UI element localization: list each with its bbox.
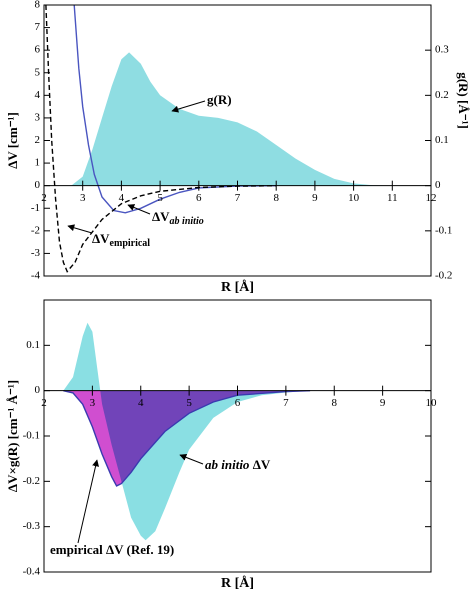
area <box>71 52 393 186</box>
y-tick-label: 3 <box>35 111 41 123</box>
y-tick-label: 0 <box>35 179 41 191</box>
x-tick-label: 10 <box>348 192 360 204</box>
x-tick-label: 2 <box>41 397 47 409</box>
y2-axis-label: g(R) [Å⁻¹] <box>456 72 471 129</box>
y-tick-label: -3 <box>31 247 41 259</box>
y-tick-label: 0.1 <box>26 339 40 351</box>
annotation-arrow <box>171 100 206 113</box>
plot-area <box>63 322 311 541</box>
y2-tick-label: 0.1 <box>435 134 449 146</box>
x-tick-label: 9 <box>312 192 318 204</box>
y2-tick-label: -0.2 <box>435 270 452 282</box>
x-tick-label: 11 <box>387 192 398 204</box>
annotation-italic: ab initio <box>205 457 250 472</box>
y-tick-label: -0.1 <box>23 430 40 442</box>
y2-tick-label: 0.3 <box>435 44 449 56</box>
area <box>63 390 311 486</box>
y-tick-label: 6 <box>35 44 41 56</box>
y-tick-label: -2 <box>31 224 40 236</box>
annotation-arrow <box>127 204 151 215</box>
x-tick-label: 8 <box>332 397 338 409</box>
annotation: empirical ΔV (Ref. 19) <box>50 542 174 557</box>
annotation-text: ΔV <box>249 457 270 472</box>
x-axis-label: R [Å] <box>221 575 254 591</box>
x-tick-label: 8 <box>273 192 279 204</box>
y-axis-label: ΔV×g(R) [cm⁻¹ Å⁻¹] <box>5 380 20 492</box>
y-tick-label: -4 <box>31 270 41 282</box>
x-tick-label: 3 <box>90 397 96 409</box>
line <box>45 5 277 273</box>
y-tick-label: 7 <box>35 21 41 33</box>
annotation-text: ΔV <box>152 209 170 224</box>
annotation-text: ΔV <box>92 231 110 246</box>
annotation-text: empirical ΔV (Ref. 19) <box>50 542 174 557</box>
annotation-arrow <box>179 454 204 465</box>
y-tick-label: 5 <box>35 66 41 78</box>
x-tick-label: 7 <box>283 397 289 409</box>
y-tick-label: -0.2 <box>23 475 40 487</box>
y-tick-label: 4 <box>35 89 41 101</box>
y-axis-label: ΔV [cm⁻¹] <box>5 112 20 169</box>
x-tick-label: 6 <box>235 397 241 409</box>
x-tick-label: 10 <box>426 397 438 409</box>
y-tick-label: 8 <box>35 0 41 11</box>
x-tick-label: 3 <box>80 192 86 204</box>
x-tick-label: 12 <box>426 192 437 204</box>
y2-tick-label: -0.1 <box>435 224 452 236</box>
x-tick-label: 4 <box>138 397 144 409</box>
y-tick-label: -0.4 <box>23 566 41 578</box>
line <box>73 5 277 214</box>
x-tick-label: 9 <box>380 397 386 409</box>
y-tick-label: 1 <box>35 157 41 169</box>
x-tick-label: 7 <box>235 192 241 204</box>
y-tick-label: -1 <box>31 202 40 214</box>
annotation-sub: empirical <box>110 238 151 249</box>
annotation-arrow <box>67 224 93 234</box>
x-tick-label: 2 <box>41 192 47 204</box>
x-axis-label: R [Å] <box>221 279 254 295</box>
annotation-text: g(R) <box>207 92 232 107</box>
y-tick-label: 0 <box>35 384 41 396</box>
plot-area <box>45 5 393 273</box>
annotation: ΔVab initio <box>152 209 204 227</box>
x-tick-label: 5 <box>157 192 163 204</box>
line <box>63 390 311 487</box>
y-tick-label: -0.3 <box>23 520 41 532</box>
annotation: ab initio ΔV <box>205 457 271 472</box>
y2-tick-label: 0.2 <box>435 89 449 101</box>
annotation: g(R) <box>207 92 232 107</box>
y2-tick-label: 0 <box>435 179 441 191</box>
y-tick-label: 2 <box>35 134 41 146</box>
annotation-sub: ab initio <box>170 216 204 227</box>
annotation-arrow <box>77 459 100 544</box>
area <box>63 322 311 541</box>
x-tick-label: 4 <box>119 192 125 204</box>
annotation: ΔVempirical <box>92 231 150 249</box>
x-tick-label: 5 <box>186 397 192 409</box>
x-tick-label: 6 <box>196 192 202 204</box>
